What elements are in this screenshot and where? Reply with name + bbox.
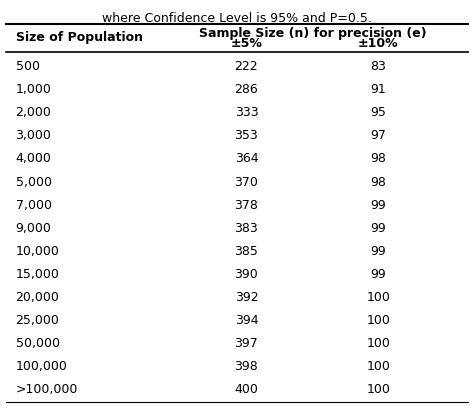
Text: 398: 398 [235, 360, 258, 373]
Text: 3,000: 3,000 [16, 129, 51, 142]
Text: 222: 222 [235, 60, 258, 73]
Text: 100: 100 [366, 360, 390, 373]
Text: 95: 95 [370, 106, 386, 119]
Text: 99: 99 [371, 268, 386, 281]
Text: 333: 333 [235, 106, 258, 119]
Text: where Confidence Level is 95% and P=0.5.: where Confidence Level is 95% and P=0.5. [102, 11, 372, 25]
Text: Size of Population: Size of Population [16, 31, 143, 45]
Text: 400: 400 [235, 384, 258, 396]
Text: >100,000: >100,000 [16, 384, 78, 396]
Text: 99: 99 [371, 245, 386, 258]
Text: 385: 385 [235, 245, 258, 258]
Text: 394: 394 [235, 314, 258, 327]
Text: 50,000: 50,000 [16, 337, 60, 350]
Text: ±5%: ±5% [230, 37, 263, 50]
Text: 5,000: 5,000 [16, 175, 52, 189]
Text: 100: 100 [366, 291, 390, 304]
Text: 397: 397 [235, 337, 258, 350]
Text: 390: 390 [235, 268, 258, 281]
Text: ±10%: ±10% [358, 37, 399, 50]
Text: 364: 364 [235, 153, 258, 166]
Text: 98: 98 [370, 175, 386, 189]
Text: 378: 378 [235, 199, 258, 212]
Text: 286: 286 [235, 83, 258, 96]
Text: 7,000: 7,000 [16, 199, 52, 212]
Text: 83: 83 [370, 60, 386, 73]
Text: 91: 91 [371, 83, 386, 96]
Text: 100: 100 [366, 337, 390, 350]
Text: 392: 392 [235, 291, 258, 304]
Text: Sample Size (n) for precision (e): Sample Size (n) for precision (e) [199, 27, 426, 40]
Text: 383: 383 [235, 222, 258, 235]
Text: 370: 370 [235, 175, 258, 189]
Text: 20,000: 20,000 [16, 291, 59, 304]
Text: 4,000: 4,000 [16, 153, 51, 166]
Text: 9,000: 9,000 [16, 222, 51, 235]
Text: 100,000: 100,000 [16, 360, 67, 373]
Text: 100: 100 [366, 384, 390, 396]
Text: 98: 98 [370, 153, 386, 166]
Text: 2,000: 2,000 [16, 106, 51, 119]
Text: 100: 100 [366, 314, 390, 327]
Text: 353: 353 [235, 129, 258, 142]
Text: 99: 99 [371, 199, 386, 212]
Text: 97: 97 [370, 129, 386, 142]
Text: 15,000: 15,000 [16, 268, 59, 281]
Text: 10,000: 10,000 [16, 245, 59, 258]
Text: 25,000: 25,000 [16, 314, 59, 327]
Text: 500: 500 [16, 60, 39, 73]
Text: 99: 99 [371, 222, 386, 235]
Text: 1,000: 1,000 [16, 83, 51, 96]
